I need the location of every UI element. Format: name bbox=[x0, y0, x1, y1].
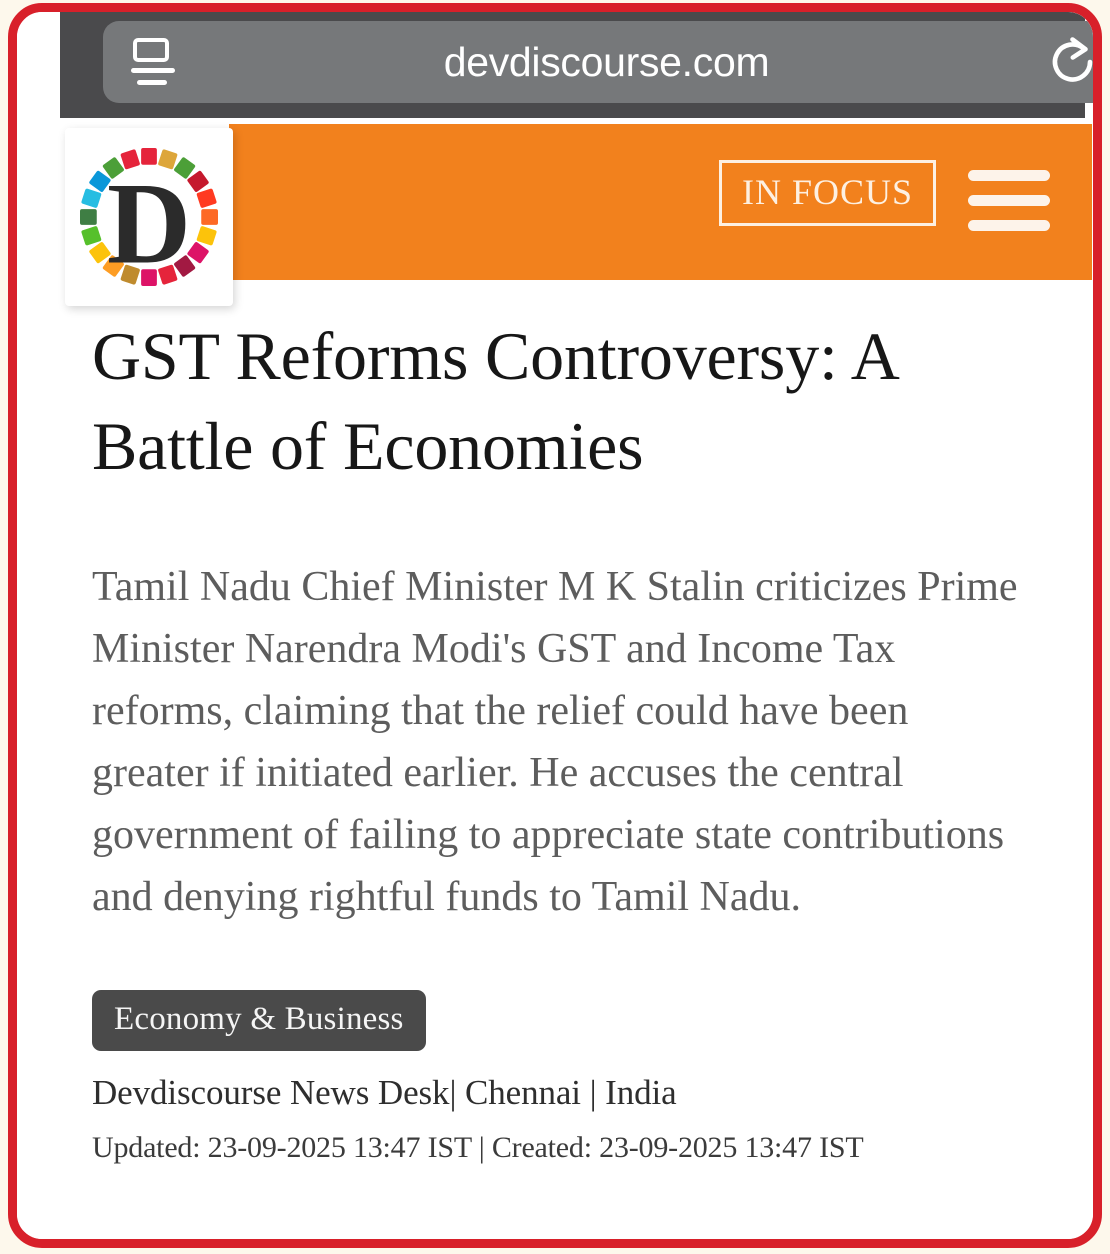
page-surface: devdiscourse.com IN FOCUS bbox=[17, 12, 1093, 1239]
svg-text:D: D bbox=[107, 159, 191, 288]
reader-view-icon[interactable] bbox=[129, 36, 177, 88]
reload-icon[interactable] bbox=[1046, 34, 1093, 90]
url-text[interactable]: devdiscourse.com bbox=[443, 38, 770, 85]
address-bar[interactable]: devdiscourse.com bbox=[103, 21, 1093, 103]
hamburger-menu-icon[interactable] bbox=[968, 170, 1050, 232]
site-logo[interactable]: D bbox=[65, 128, 233, 306]
site-header: IN FOCUS bbox=[229, 124, 1092, 280]
page-title: GST Reforms Controversy: A Battle of Eco… bbox=[92, 318, 896, 484]
category-badge[interactable]: Economy & Business bbox=[92, 990, 426, 1052]
timestamps: Updated: 23-09-2025 13:47 IST | Created:… bbox=[92, 1131, 864, 1165]
article-summary: Tamil Nadu Chief Minister M K Stalin cri… bbox=[92, 563, 1018, 921]
byline: Devdiscourse News Desk| Chennai | India bbox=[92, 1073, 677, 1113]
screenshot-red-frame: devdiscourse.com IN FOCUS bbox=[8, 3, 1102, 1248]
devdiscourse-logo-icon: D bbox=[80, 148, 218, 288]
category-badge-row: Economy & Business bbox=[92, 928, 1018, 1052]
browser-toolbar: devdiscourse.com bbox=[60, 12, 1093, 118]
in-focus-button[interactable]: IN FOCUS bbox=[718, 160, 936, 226]
article: GST Reforms Controversy: A Battle of Eco… bbox=[17, 312, 1093, 1165]
